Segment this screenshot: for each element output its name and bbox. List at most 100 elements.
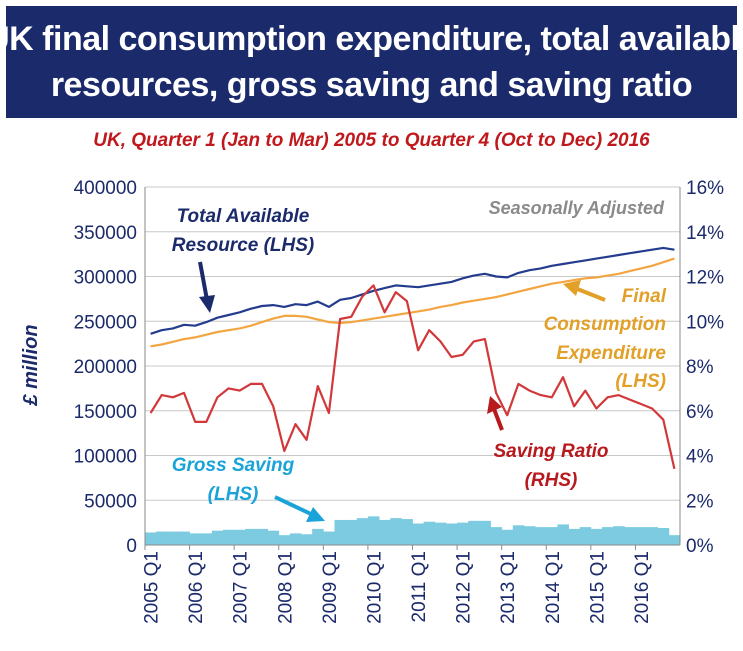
gross-saving-bar xyxy=(211,530,224,545)
y-tick-label: 150000 xyxy=(74,402,137,423)
gross-saving-bar xyxy=(646,527,659,545)
gross-saving-bar xyxy=(234,529,246,545)
tick-labels: 0 50000 100000 150000 200000 250000 300000 3500… xyxy=(74,178,725,624)
y2-tick-label: 14% xyxy=(686,223,724,244)
gross-saving-bar xyxy=(156,531,168,545)
gross-saving-label-line-2: (LHS) xyxy=(208,484,259,505)
y2-tick-label: 4% xyxy=(686,447,714,468)
gross-saving-bar xyxy=(189,533,202,545)
saving-ratio-arrow xyxy=(487,396,504,431)
gross-saving-bar xyxy=(457,522,469,545)
gross-saving-bar xyxy=(635,527,647,545)
gross-saving-bar xyxy=(579,527,592,545)
tar-label-line-1: Total Available xyxy=(177,206,310,227)
gridlines xyxy=(145,186,680,501)
gross-saving-bar xyxy=(557,524,569,545)
gross-saving-bar xyxy=(412,523,425,545)
gross-saving-arrow xyxy=(274,495,325,522)
gross-saving-bar xyxy=(145,532,157,545)
gross-saving-bar xyxy=(367,516,380,545)
fce-label-line-4: (LHS) xyxy=(615,371,666,392)
gross-saving-bar xyxy=(490,527,503,545)
gross-saving-bar xyxy=(334,519,347,545)
gross-saving-bar xyxy=(590,528,603,545)
chart-title-line-1: UK final consumption expenditure, total … xyxy=(0,20,743,58)
x-tick-label: 2011 Q1 xyxy=(409,551,430,622)
gross-saving-bar xyxy=(167,531,179,545)
x-tick-label: 2009 Q1 xyxy=(320,551,341,624)
gross-saving-bar xyxy=(345,519,358,545)
gross-saving-bar xyxy=(535,527,547,545)
x-tick-label: 2008 Q1 xyxy=(275,551,296,624)
y2-tick-label: 12% xyxy=(686,268,724,289)
gross-saving-bar xyxy=(613,526,625,545)
saving-ratio-label-line-2: (RHS) xyxy=(525,470,578,491)
gross-saving-bar xyxy=(200,533,213,545)
gross-saving-bar xyxy=(445,523,458,545)
chart-title-line-2: resources, gross saving and saving ratio xyxy=(50,66,693,104)
y2-tick-label: 6% xyxy=(686,402,714,423)
title-banner: UK final consumption expenditure, total … xyxy=(0,6,743,118)
gross-saving-bar xyxy=(379,519,391,545)
series-lines xyxy=(149,246,676,470)
gross-saving-bar xyxy=(479,520,491,545)
x-tick-label: 2006 Q1 xyxy=(186,551,207,624)
gross-saving-bar xyxy=(501,529,514,545)
gross-saving-bar xyxy=(423,521,436,545)
axes xyxy=(144,187,681,550)
tar-label-line-2: Resource (LHS) xyxy=(172,235,315,256)
gross-saving-bar xyxy=(323,531,335,545)
y-tick-label: 100000 xyxy=(74,447,137,468)
y-tick-label: 400000 xyxy=(74,178,137,199)
fce-arrow xyxy=(563,280,606,302)
gross-saving-bar xyxy=(601,527,614,545)
gross-saving-bar xyxy=(546,527,558,545)
y-tick-label: 200000 xyxy=(74,357,137,378)
x-tick-label: 2005 Q1 xyxy=(142,551,163,624)
gross-saving-bar xyxy=(267,530,280,545)
y2-tick-label: 0% xyxy=(686,536,714,557)
y-tick-label: 50000 xyxy=(84,491,137,512)
y2-tick-label: 10% xyxy=(686,312,724,333)
x-tick-label: 2007 Q1 xyxy=(231,551,252,624)
seasonally-adjusted-note: Seasonally Adjusted xyxy=(489,198,665,218)
gross-saving-bar xyxy=(512,525,525,545)
final-consumption-expenditure-line xyxy=(150,257,675,348)
gross-saving-bar xyxy=(289,533,302,545)
fce-label-line-1: Final xyxy=(622,286,667,307)
gross-saving-bar xyxy=(401,519,413,545)
gross-saving-bar xyxy=(245,528,257,545)
gross-saving-bar xyxy=(568,528,581,545)
gross-saving-bar xyxy=(278,535,291,545)
saving-ratio-label-line-1: Saving Ratio xyxy=(493,441,608,462)
gross-saving-label-line-1: Gross Saving xyxy=(172,455,295,476)
gross-saving-bar xyxy=(657,527,670,545)
x-tick-label: 2016 Q1 xyxy=(632,551,653,624)
x-tick-label: 2015 Q1 xyxy=(587,551,608,624)
gross-saving-bar xyxy=(312,528,324,545)
gross-saving-bars xyxy=(145,516,681,545)
y-tick-label: 0 xyxy=(126,536,137,557)
x-tick-label: 2010 Q1 xyxy=(365,551,386,624)
chart-subtitle: UK, Quarter 1 (Jan to Mar) 2005 to Quart… xyxy=(93,130,650,151)
y-tick-label: 300000 xyxy=(74,268,137,289)
y-tick-label: 350000 xyxy=(74,223,137,244)
gross-saving-bar xyxy=(468,520,480,545)
fce-label-line-3: Expenditure xyxy=(556,343,666,364)
x-tick-label: 2014 Q1 xyxy=(543,551,564,624)
gross-saving-bar xyxy=(223,529,235,545)
y-axis-label: £ million xyxy=(20,324,42,406)
y2-tick-label: 16% xyxy=(686,178,724,199)
total-available-resource-line xyxy=(150,246,675,335)
y-tick-label: 250000 xyxy=(74,312,137,333)
tar-arrow xyxy=(198,261,215,313)
y2-tick-label: 8% xyxy=(686,357,714,378)
gross-saving-bar xyxy=(668,535,681,545)
x-tick-label: 2013 Q1 xyxy=(498,551,519,624)
y2-tick-label: 2% xyxy=(686,491,714,512)
gross-saving-bar xyxy=(301,534,313,545)
gross-saving-bar xyxy=(256,528,269,545)
saving-ratio-line xyxy=(149,284,676,470)
fce-label-line-2: Consumption xyxy=(544,314,666,335)
